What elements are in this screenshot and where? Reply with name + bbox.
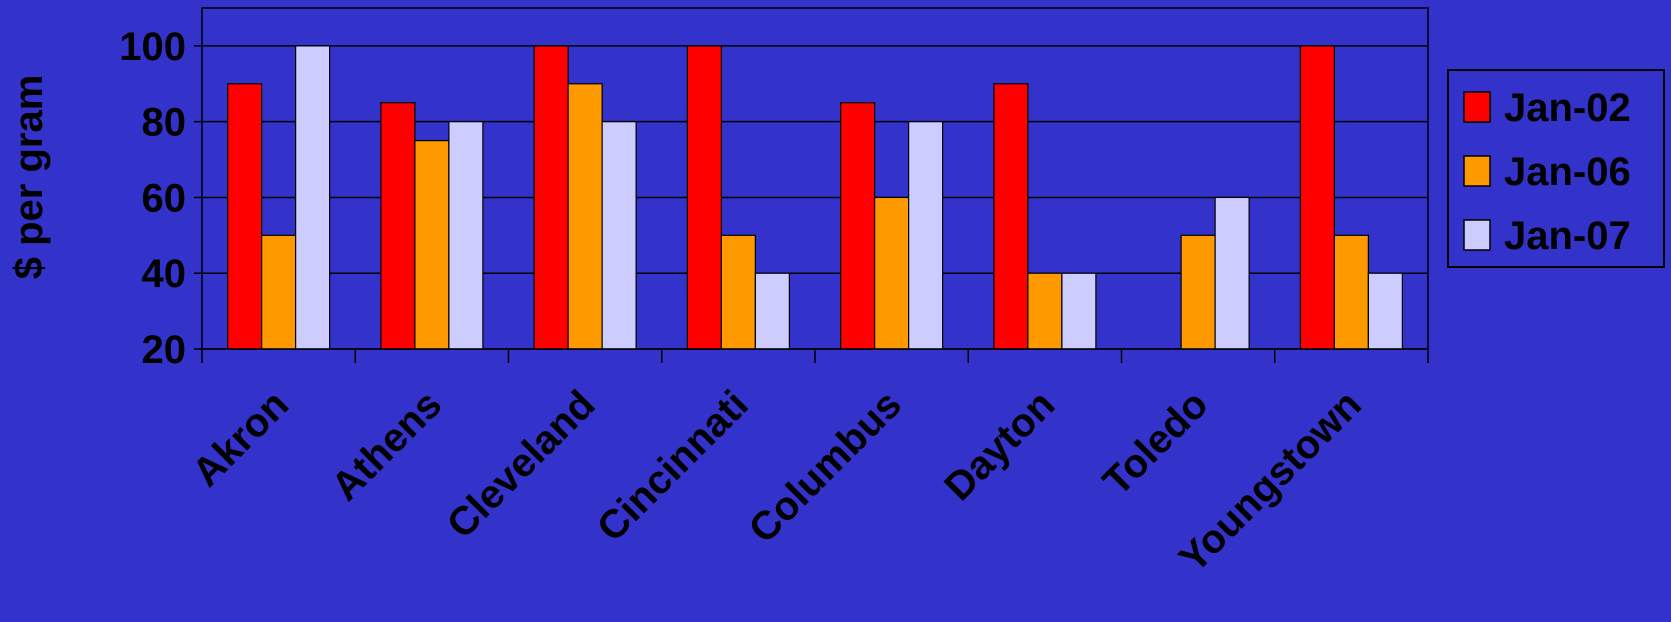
y-tick-label: 100	[119, 25, 186, 69]
y-axis-label: $ per gram	[7, 75, 51, 280]
bar-jan-06-toledo	[1181, 235, 1215, 349]
bar-jan-02-akron	[228, 84, 262, 349]
legend-swatch-jan-02	[1464, 92, 1490, 122]
bar-jan-06-cincinnati	[721, 235, 755, 349]
x-tick-label-dayton: Dayton	[936, 382, 1063, 509]
bar-jan-06-athens	[415, 141, 449, 349]
bar-jan-02-athens	[381, 103, 415, 349]
legend-label-jan-06: Jan-06	[1504, 150, 1631, 194]
bar-jan-02-youngstown	[1300, 46, 1334, 349]
bar-jan-07-cincinnati	[755, 273, 789, 349]
bar-jan-02-cleveland	[534, 46, 568, 349]
bar-jan-07-athens	[449, 122, 483, 349]
bar-jan-07-dayton	[1062, 273, 1096, 349]
y-tick-label: 40	[142, 252, 187, 296]
x-tick-label-athens: Athens	[323, 382, 450, 509]
bar-jan-06-dayton	[1028, 273, 1062, 349]
legend: Jan-02 Jan-06 Jan-07	[1448, 70, 1664, 267]
y-tick-label: 20	[142, 328, 187, 372]
bar-jan-07-youngstown	[1368, 273, 1402, 349]
bar-jan-06-youngstown	[1334, 235, 1368, 349]
x-tick-label-cleveland: Cleveland	[439, 382, 604, 547]
bar-jan-02-dayton	[994, 84, 1028, 349]
legend-swatch-jan-07	[1464, 220, 1490, 250]
legend-items: Jan-02 Jan-06 Jan-07	[1464, 86, 1631, 258]
bar-jan-07-akron	[296, 46, 330, 349]
bar-jan-07-cleveland	[602, 122, 636, 349]
legend-swatch-jan-06	[1464, 156, 1490, 186]
x-tick-label-toledo: Toledo	[1095, 382, 1217, 504]
bar-jan-06-akron	[262, 235, 296, 349]
y-tick-label: 60	[142, 176, 187, 220]
x-tick-label-cincinnati: Cincinnati	[589, 382, 757, 550]
x-tick-label-akron: Akron	[184, 382, 297, 495]
bar-jan-06-cleveland	[568, 84, 602, 349]
legend-label-jan-07: Jan-07	[1504, 214, 1631, 258]
bar-jan-07-columbus	[909, 122, 943, 349]
x-tick-label-columbus: Columbus	[741, 382, 910, 551]
y-tick-labels: 20 40 60 80 100	[119, 25, 186, 372]
y-tick-label: 80	[142, 101, 187, 145]
bar-jan-02-columbus	[841, 103, 875, 349]
bar-jan-07-toledo	[1215, 197, 1249, 349]
bar-jan-06-columbus	[875, 197, 909, 349]
bar-jan-02-cincinnati	[687, 46, 721, 349]
legend-label-jan-02: Jan-02	[1504, 86, 1631, 130]
